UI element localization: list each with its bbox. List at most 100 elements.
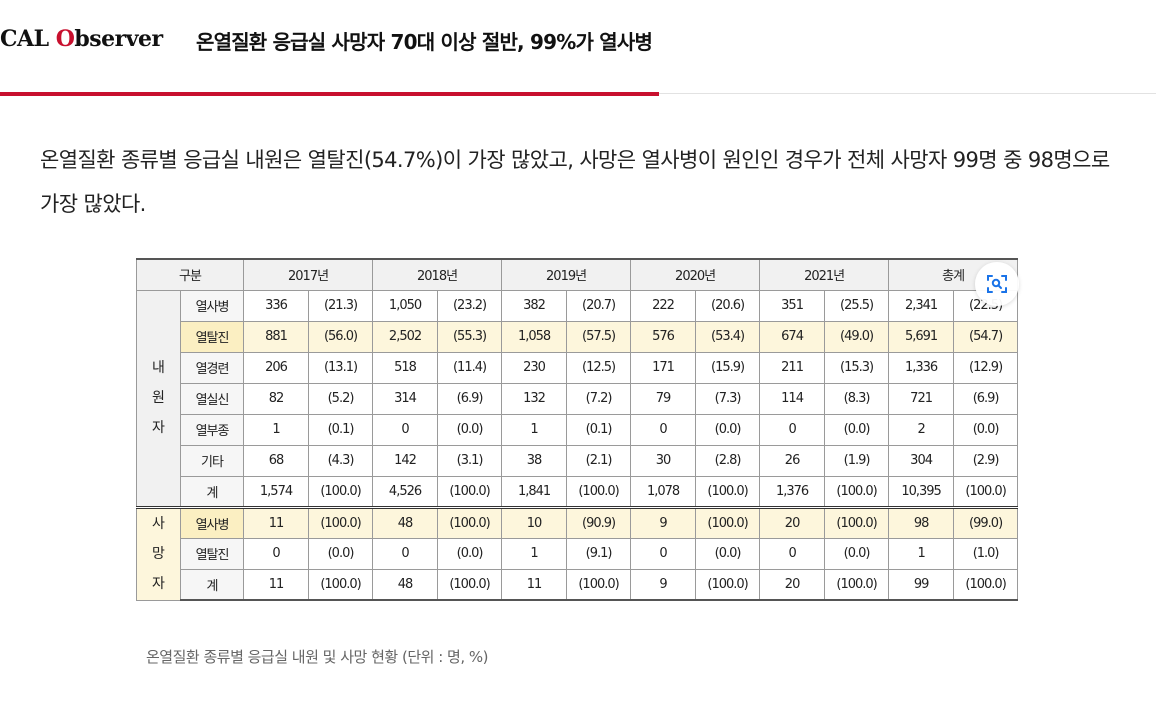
count-cell: 48 xyxy=(372,568,439,601)
percent-cell: (100.0) xyxy=(437,475,503,508)
percent-cell: (100.0) xyxy=(695,568,761,601)
table-row: 내 원 자 열사병 336 (21.3) 1,050 (23.2) 382 (20.7) 222 (2… xyxy=(136,289,1019,508)
count-cell: 1 xyxy=(501,537,568,570)
percent-cell: (7.3) xyxy=(695,382,761,415)
table-row: 사 망 자 열사병 11 (100.0) 48 (100.0) 10 (90.9) 9 (100.0)… xyxy=(136,505,1019,601)
table-header-row: 구분 2017년 2018년 2019년 2020년 2021년 총계 xyxy=(135,258,1019,291)
percent-cell: (55.3) xyxy=(437,320,503,353)
percent-cell: (100.0) xyxy=(437,505,503,539)
count-cell: 171 xyxy=(630,351,697,384)
count-cell: 230 xyxy=(501,351,568,384)
count-cell: 0 xyxy=(759,413,826,446)
header-category: 구분 xyxy=(135,258,245,291)
percent-cell: (0.0) xyxy=(695,413,761,446)
row-label: 계 xyxy=(179,475,245,508)
percent-cell: (57.5) xyxy=(566,320,632,353)
percent-cell: (8.3) xyxy=(824,382,890,415)
article-headline: 온열질환 응급실 사망자 70대 이상 절반, 99%가 열사병 xyxy=(196,30,653,54)
zoom-image-button[interactable] xyxy=(975,262,1019,306)
percent-cell: (6.9) xyxy=(437,382,503,415)
zoom-image-icon xyxy=(987,275,1007,293)
count-cell: 1,336 xyxy=(888,351,955,384)
reading-progress-bar xyxy=(0,92,659,96)
logo-accent-letter: O xyxy=(55,26,75,52)
percent-cell: (100.0) xyxy=(695,475,761,508)
percent-cell: (100.0) xyxy=(308,475,374,508)
count-cell: 1,841 xyxy=(501,475,568,508)
count-cell: 1,050 xyxy=(372,289,439,322)
row-label: 열경련 xyxy=(179,351,245,384)
header-year: 2019년 xyxy=(501,258,632,291)
percent-cell: (100.0) xyxy=(308,505,374,539)
count-cell: 206 xyxy=(243,351,310,384)
table-caption: 온열질환 종류별 응급실 내원 및 사망 현황 (단위 : 명, %) xyxy=(146,648,488,666)
percent-cell: (100.0) xyxy=(566,568,632,601)
count-cell: 142 xyxy=(372,444,439,477)
count-cell: 79 xyxy=(630,382,697,415)
percent-cell: (20.7) xyxy=(566,289,632,322)
count-cell: 1,078 xyxy=(630,475,697,508)
header-year: 2020년 xyxy=(630,258,761,291)
table-row: 계 11 (100.0) 48 (100.0) 11 (100.0) 9 (100.0) 20 (1… xyxy=(137,568,1019,601)
count-cell: 11 xyxy=(243,505,310,539)
count-cell: 314 xyxy=(372,382,439,415)
row-label: 열탈진 xyxy=(179,320,245,353)
percent-cell: (53.4) xyxy=(695,320,761,353)
percent-cell: (56.0) xyxy=(308,320,374,353)
row-label: 열사병 xyxy=(179,289,245,322)
table-row: 기타 68 (4.3) 142 (3.1) 38 (2.1) 30 (2.8) 26 (1.9) 30… xyxy=(137,444,1019,477)
percent-cell: (4.3) xyxy=(308,444,374,477)
percent-cell: (100.0) xyxy=(308,568,374,601)
percent-cell: (100.0) xyxy=(437,568,503,601)
count-cell: 336 xyxy=(243,289,310,322)
row-label: 열탈진 xyxy=(179,537,245,570)
table-body: 내 원 자 열사병 336 (21.3) 1,050 (23.2) 382 (20.7) 222 (2… xyxy=(136,289,1019,601)
count-cell: 382 xyxy=(501,289,568,322)
count-cell: 304 xyxy=(888,444,955,477)
percent-cell: (15.9) xyxy=(695,351,761,384)
percent-cell: (100.0) xyxy=(953,568,1019,601)
percent-cell: (21.3) xyxy=(308,289,374,322)
table-row: 계 1,574 (100.0) 4,526 (100.0) 1,841 (100.0) 1,0… xyxy=(137,475,1019,508)
row-label: 열부종 xyxy=(179,413,245,446)
site-logo[interactable]: CAL Observer xyxy=(0,26,163,52)
logo-rest: bserver xyxy=(74,26,163,52)
count-cell: 1 xyxy=(243,413,310,446)
table-row: 열탈진 0 (0.0) 0 (0.0) 1 (9.1) 0 (0.0) 0 (0.0) 1 (1.0) xyxy=(137,537,1019,570)
count-cell: 1,574 xyxy=(243,475,310,508)
percent-cell: (90.9) xyxy=(566,505,632,539)
row-label: 계 xyxy=(179,568,245,601)
percent-cell: (12.9) xyxy=(953,351,1019,384)
header-year: 2021년 xyxy=(759,258,890,291)
count-cell: 351 xyxy=(759,289,826,322)
row-label: 열사병 xyxy=(179,505,245,539)
count-cell: 20 xyxy=(759,568,826,601)
percent-cell: (0.1) xyxy=(566,413,632,446)
count-cell: 5,691 xyxy=(888,320,955,353)
percent-cell: (49.0) xyxy=(824,320,890,353)
percent-cell: (100.0) xyxy=(566,475,632,508)
percent-cell: (54.7) xyxy=(953,320,1019,353)
percent-cell: (0.0) xyxy=(695,537,761,570)
percent-cell: (99.0) xyxy=(953,505,1019,539)
count-cell: 0 xyxy=(759,537,826,570)
count-cell: 10 xyxy=(501,505,568,539)
count-cell: 518 xyxy=(372,351,439,384)
percent-cell: (0.0) xyxy=(824,413,890,446)
count-cell: 2,502 xyxy=(372,320,439,353)
header-year: 2018년 xyxy=(372,258,503,291)
count-cell: 99 xyxy=(888,568,955,601)
count-cell: 0 xyxy=(630,413,697,446)
count-cell: 48 xyxy=(372,505,439,539)
table-row: 열탈진 881 (56.0) 2,502 (55.3) 1,058 (57.5) 576 (53… xyxy=(137,320,1019,353)
count-cell: 10,395 xyxy=(888,475,955,508)
percent-cell: (1.0) xyxy=(953,537,1019,570)
percent-cell: (7.2) xyxy=(566,382,632,415)
percent-cell: (5.2) xyxy=(308,382,374,415)
percent-cell: (0.0) xyxy=(824,537,890,570)
percent-cell: (3.1) xyxy=(437,444,503,477)
count-cell: 11 xyxy=(501,568,568,601)
percent-cell: (12.5) xyxy=(566,351,632,384)
count-cell: 98 xyxy=(888,505,955,539)
